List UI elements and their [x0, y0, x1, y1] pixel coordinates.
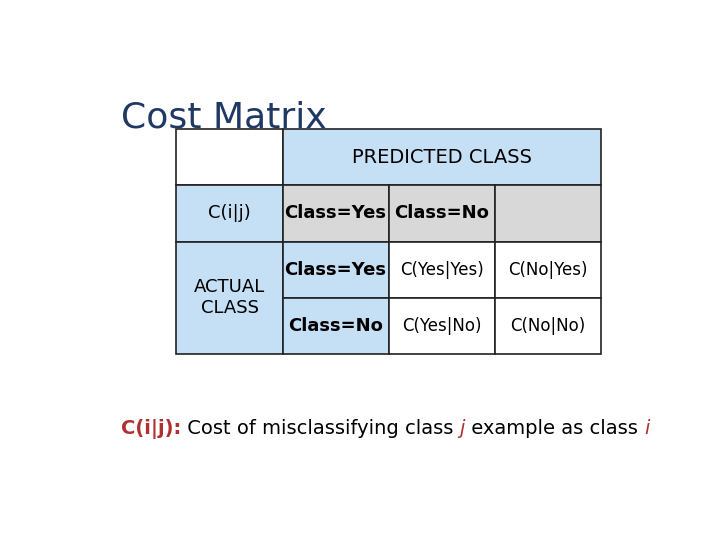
Bar [495, 298, 600, 354]
Text: ACTUAL
CLASS: ACTUAL CLASS [194, 278, 265, 317]
Bar [389, 241, 495, 298]
Bar [495, 241, 600, 298]
Bar [389, 185, 495, 241]
Bar [282, 129, 600, 185]
Text: Class=No: Class=No [394, 205, 489, 222]
Text: C(No|Yes): C(No|Yes) [508, 261, 588, 279]
Text: i: i [644, 419, 649, 438]
Text: Class=No: Class=No [288, 317, 383, 335]
Text: Cost of misclassifying class: Cost of misclassifying class [181, 419, 459, 438]
Text: j: j [459, 419, 465, 438]
Text: Cost Matrix: Cost Matrix [121, 100, 326, 134]
Text: example as class: example as class [465, 419, 644, 438]
Text: C(Yes|No): C(Yes|No) [402, 317, 481, 335]
Bar [282, 241, 389, 298]
Bar [282, 185, 389, 241]
Text: C(i|j): C(i|j) [208, 205, 251, 222]
Bar [389, 298, 495, 354]
Bar [176, 241, 282, 354]
Text: C(No|No): C(No|No) [510, 317, 585, 335]
Bar [176, 185, 282, 241]
Bar [176, 129, 282, 185]
Bar [282, 298, 389, 354]
Text: Class=Yes: Class=Yes [284, 205, 387, 222]
Text: Class=Yes: Class=Yes [284, 261, 387, 279]
Text: C(i|j):: C(i|j): [121, 418, 181, 438]
Bar [495, 185, 600, 241]
Text: C(Yes|Yes): C(Yes|Yes) [400, 261, 483, 279]
Text: PREDICTED CLASS: PREDICTED CLASS [351, 148, 531, 167]
